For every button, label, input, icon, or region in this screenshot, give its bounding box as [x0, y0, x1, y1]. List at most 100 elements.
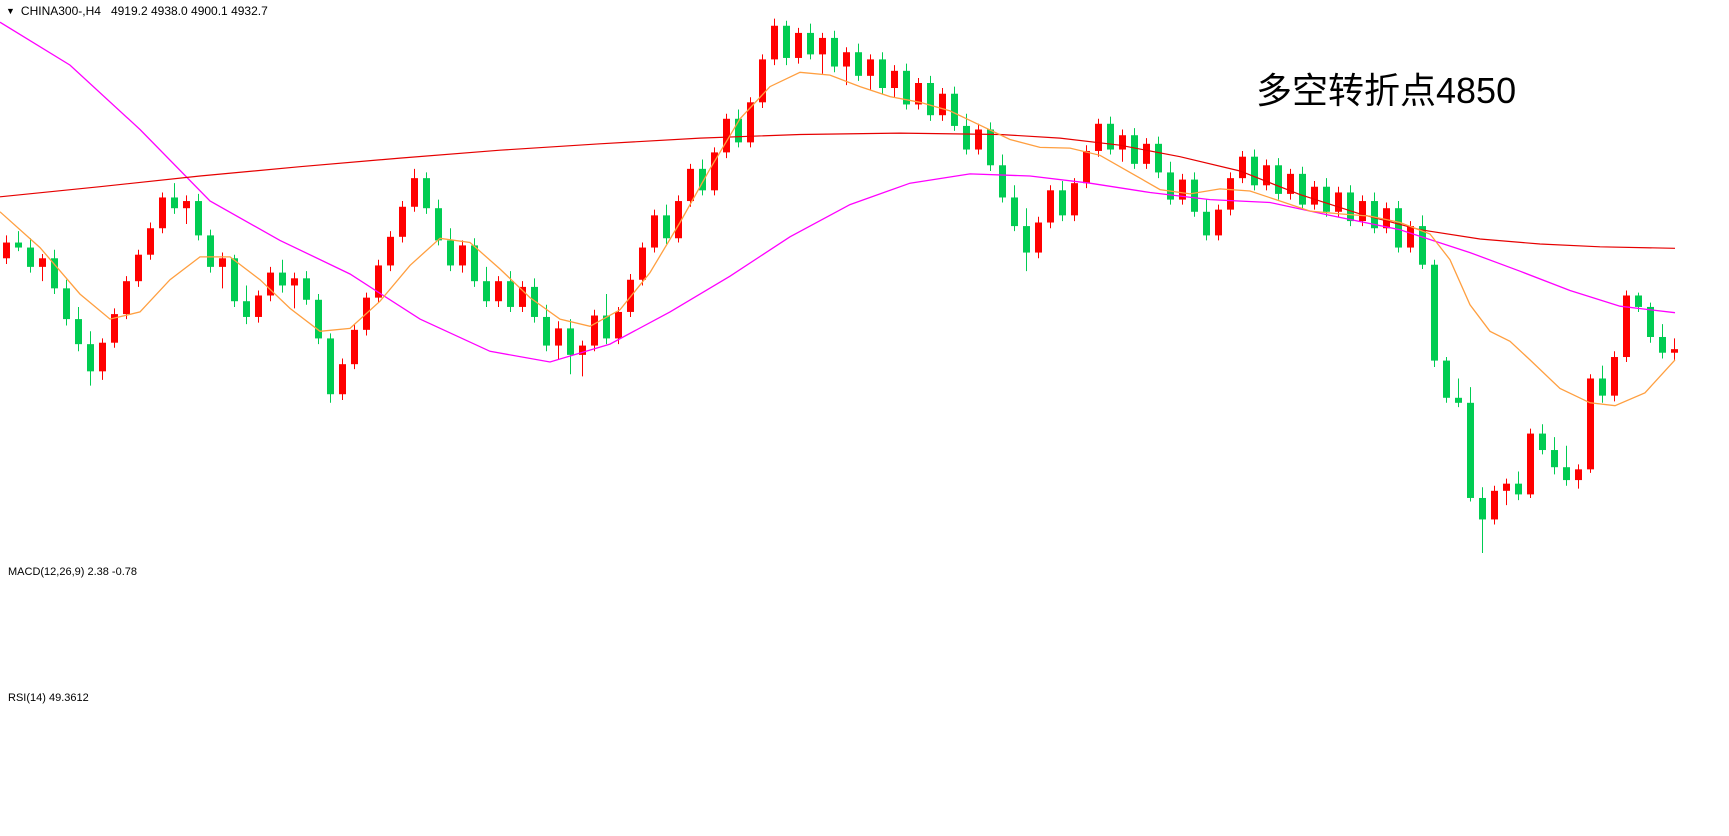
bear-candle	[1551, 450, 1558, 468]
bear-candle	[927, 82, 934, 116]
bear-candle	[1479, 497, 1486, 520]
bear-candle	[1443, 360, 1450, 398]
bull-candle	[267, 272, 274, 296]
bull-candle	[759, 59, 766, 103]
bull-candle	[1335, 192, 1342, 212]
bull-candle	[1311, 186, 1318, 205]
bear-candle	[1131, 135, 1138, 164]
bull-candle	[615, 311, 622, 339]
bear-candle	[51, 258, 58, 289]
bear-candle	[1059, 190, 1066, 216]
bear-candle	[807, 32, 814, 55]
bull-candle	[1575, 469, 1582, 481]
bear-candle	[699, 168, 706, 191]
bear-candle	[315, 299, 322, 339]
bear-candle	[1395, 208, 1402, 248]
bear-candle	[567, 328, 574, 355]
bull-candle	[747, 102, 754, 143]
bear-candle	[987, 129, 994, 166]
bear-candle	[447, 240, 454, 266]
symbol-dropdown-icon[interactable]: ▼	[6, 6, 15, 16]
bear-candle	[279, 272, 286, 286]
bull-candle	[915, 82, 922, 105]
bear-candle	[1155, 143, 1162, 173]
ohlc-quote-values: 4919.2 4938.0 4900.1 4932.7	[110, 4, 268, 18]
bear-candle	[231, 258, 238, 302]
annotation-text: 多空转折点4850	[1256, 70, 1517, 111]
bear-candle	[27, 247, 34, 267]
symbol-timeframe-label: CHINA300-,H4	[20, 4, 101, 18]
bull-candle	[579, 345, 586, 355]
bull-candle	[1359, 201, 1366, 222]
bull-candle	[939, 93, 946, 116]
bull-candle	[1611, 357, 1618, 396]
bull-candle	[1263, 165, 1270, 186]
bear-candle	[879, 59, 886, 89]
bull-candle	[867, 59, 874, 76]
bull-candle	[1671, 349, 1678, 353]
bear-candle	[1515, 483, 1522, 495]
ma-lines-layer	[0, 21, 1676, 407]
bull-candle	[1407, 226, 1414, 248]
bull-candle	[135, 254, 142, 282]
bull-candle	[975, 129, 982, 150]
bear-candle	[1455, 397, 1462, 403]
bear-candle	[1371, 201, 1378, 229]
ma-orange	[0, 71, 1676, 407]
bull-candle	[1179, 179, 1186, 200]
bull-candle	[99, 342, 106, 372]
bear-candle	[831, 37, 838, 67]
bear-candle	[963, 125, 970, 150]
bull-candle	[591, 315, 598, 346]
bull-candle	[351, 329, 358, 365]
bear-candle	[735, 118, 742, 143]
bull-candle	[771, 25, 778, 60]
main-price-panel	[0, 18, 1678, 554]
bear-candle	[327, 338, 334, 395]
bull-candle	[399, 206, 406, 237]
bear-candle	[855, 52, 862, 76]
bear-candle	[1431, 264, 1438, 361]
bear-candle	[1647, 306, 1654, 337]
bull-candle	[111, 314, 118, 343]
bear-candle	[1659, 336, 1666, 353]
rsi-indicator-label: RSI(14) 49.3612	[8, 692, 89, 704]
bull-candle	[411, 178, 418, 207]
bear-candle	[1275, 165, 1282, 194]
bull-candle	[675, 201, 682, 239]
bear-candle	[1467, 402, 1474, 498]
bull-candle	[123, 281, 130, 315]
bear-candle	[75, 319, 82, 345]
bull-candle	[159, 197, 166, 229]
bull-candle	[1623, 295, 1630, 358]
bull-candle	[1095, 123, 1102, 151]
bull-candle	[1047, 190, 1054, 223]
bull-candle	[1119, 135, 1126, 150]
bull-candle	[723, 118, 730, 153]
bear-candle	[531, 286, 538, 317]
bear-candle	[1323, 186, 1330, 212]
bull-candle	[3, 242, 10, 259]
bull-candle	[819, 37, 826, 55]
bull-candle	[795, 32, 802, 58]
candles-layer	[3, 18, 1678, 554]
bear-candle	[507, 281, 514, 307]
bull-candle	[1587, 378, 1594, 470]
bear-candle	[303, 278, 310, 300]
bull-candle	[147, 228, 154, 255]
bull-candle	[1491, 490, 1498, 520]
bull-candle	[1143, 143, 1150, 164]
bull-candle	[219, 258, 226, 267]
bull-candle	[459, 245, 466, 266]
bull-candle	[387, 236, 394, 266]
bull-candle	[291, 278, 298, 286]
bear-candle	[1347, 192, 1354, 222]
bear-candle	[783, 25, 790, 58]
bear-candle	[243, 301, 250, 317]
bear-candle	[903, 70, 910, 105]
bear-candle	[1251, 156, 1258, 186]
bull-candle	[639, 247, 646, 280]
